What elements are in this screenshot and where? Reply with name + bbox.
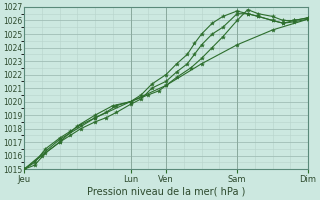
X-axis label: Pression niveau de la mer( hPa ): Pression niveau de la mer( hPa ) — [87, 187, 245, 197]
